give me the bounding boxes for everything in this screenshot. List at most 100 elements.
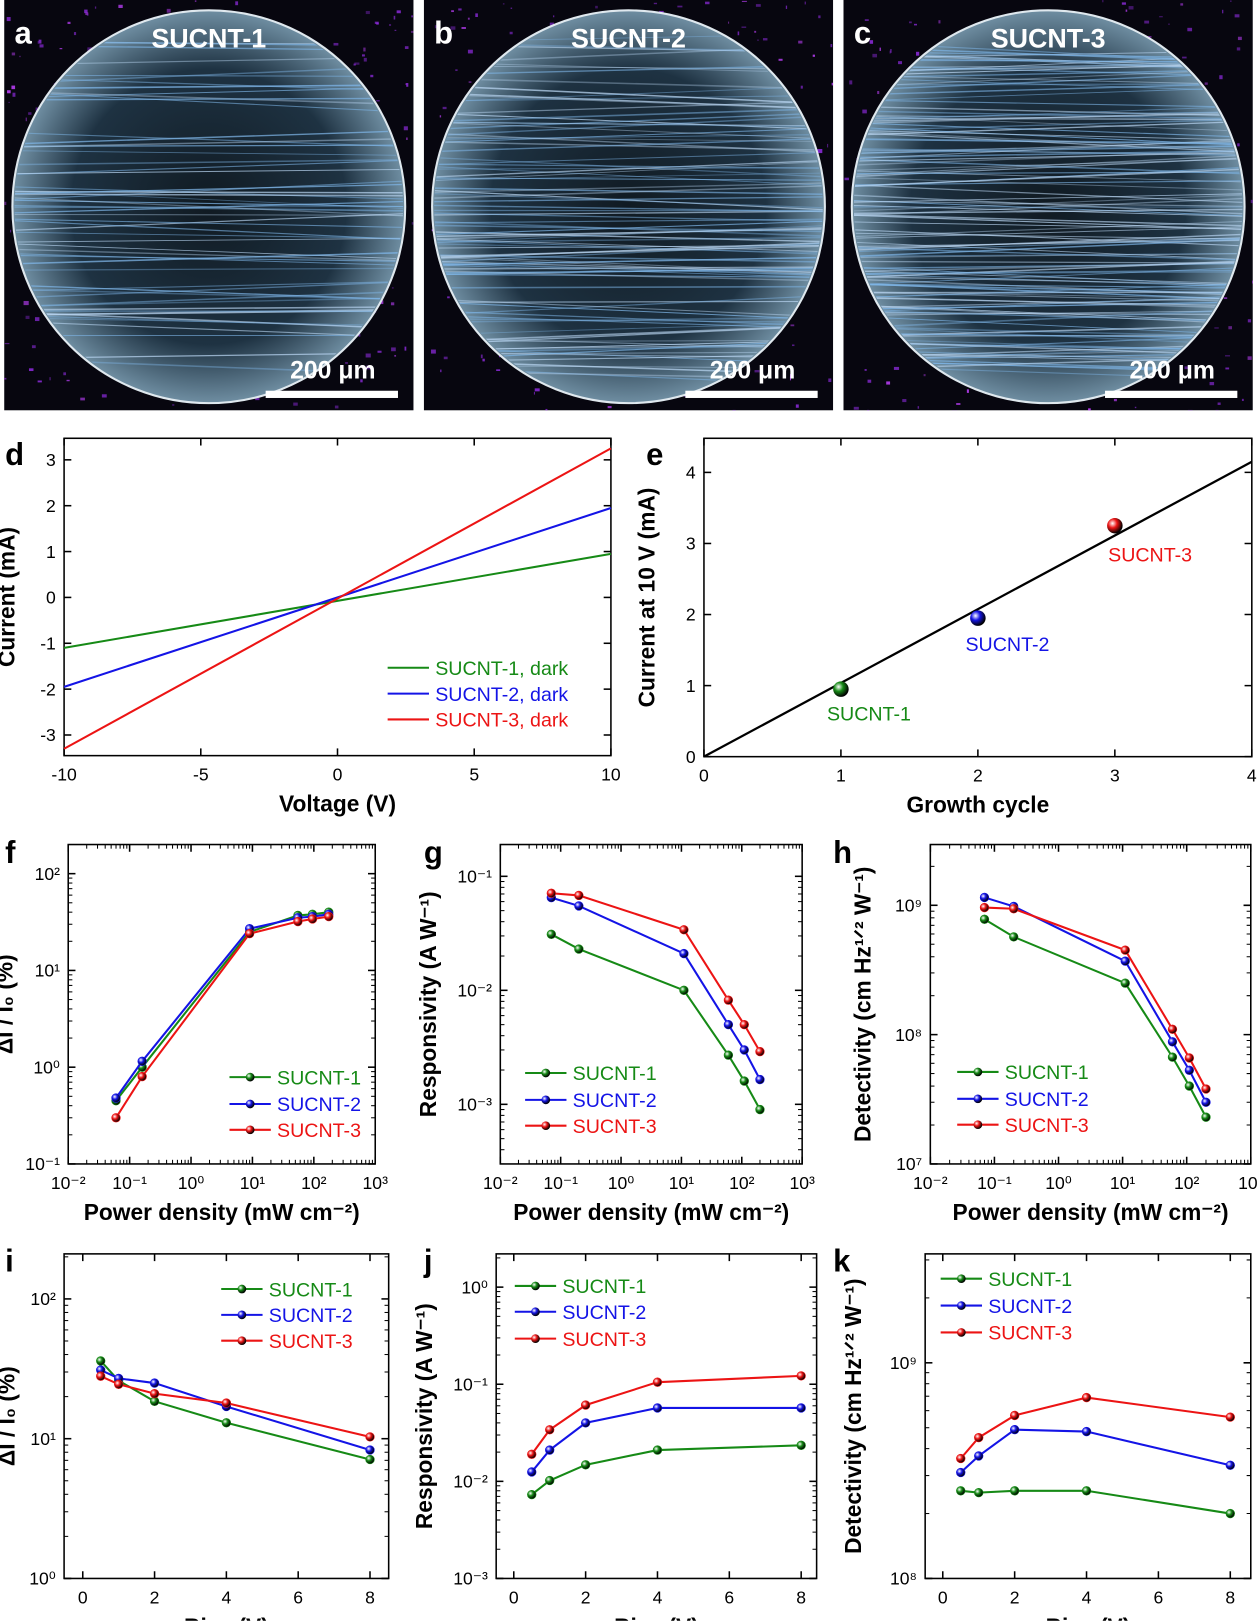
x-tick-label: 10⁰ [178, 1173, 205, 1193]
substrate-speckle [406, 137, 408, 140]
substrate-speckle [1241, 398, 1244, 402]
substrate-speckle [394, 354, 397, 357]
nanotube [434, 136, 823, 143]
substrate-speckle [406, 83, 409, 87]
nanotube [434, 224, 823, 244]
x-axis-label: Power density (mW cm⁻²) [513, 1199, 789, 1225]
panel-letter: j [423, 1243, 433, 1278]
x-tick-label: 10³ [1238, 1173, 1257, 1193]
y-tick-label: 10⁹ [890, 1353, 917, 1373]
x-tick-label: 10² [729, 1173, 755, 1193]
substrate-speckle [23, 300, 29, 306]
series-sucnt-3-marker [114, 1379, 124, 1389]
substrate-speckle [509, 31, 513, 35]
x-tick-label: 10⁻² [913, 1173, 948, 1193]
nanotube [853, 176, 1243, 191]
y-tick-label: 10⁹ [895, 895, 922, 915]
substrate-speckle [482, 358, 485, 362]
substrate-speckle [475, 13, 478, 17]
substrate-speckle [4, 342, 10, 345]
plot-frame [924, 1253, 1252, 1580]
x-tick-label: 0 [699, 765, 709, 785]
substrate-speckle [1184, 366, 1189, 370]
nanotube [853, 99, 1243, 108]
scale-bar [1105, 390, 1238, 398]
nanotube [853, 168, 1243, 188]
nanotube [434, 187, 823, 196]
nanotube [853, 308, 1243, 330]
nanotube [853, 129, 1243, 141]
substrate-speckle [1209, 382, 1215, 386]
y-axis-label: ΔI / I₀ (%) [0, 954, 17, 1054]
y-tick-label: 10⁰ [33, 1057, 60, 1077]
series-sucnt-3-marker [137, 1071, 147, 1082]
nanotube [853, 194, 1243, 212]
y-tick-label: 2 [686, 605, 696, 625]
nanotube [853, 130, 1243, 151]
substrate-speckle [25, 117, 27, 122]
substrate-speckle [59, 48, 63, 50]
nanotube [434, 156, 823, 178]
substrate-speckle [333, 42, 339, 46]
nanotube [434, 238, 823, 253]
substrate-speckle [467, 49, 473, 54]
point-label: SUCNT-2 [965, 634, 1049, 656]
legend-marker [956, 1301, 966, 1310]
substrate-speckle [804, 1, 806, 5]
nanotube [853, 114, 1243, 121]
substrate-speckle [10, 229, 12, 233]
nanotube [434, 121, 823, 127]
substrate-speckle [798, 40, 803, 44]
x-tick-label: 6 [724, 1587, 734, 1607]
scale-bar-label: 200 μm [1129, 357, 1214, 384]
substrate-speckle [25, 315, 30, 320]
substrate-speckle [396, 10, 401, 14]
series-sucnt-3-marker [796, 1371, 806, 1381]
nanotube [434, 192, 823, 209]
nanotube [434, 269, 823, 274]
x-axis-label: Bias (V) [1046, 1613, 1131, 1621]
sample-label: SUCNT-3 [991, 24, 1106, 54]
nanotube [14, 129, 404, 145]
y-tick-label: 10⁸ [895, 1025, 922, 1045]
micrograph-sucnt-3: c SUCNT-3 200 μm [843, 0, 1253, 411]
substrate-speckle [1247, 319, 1252, 323]
nanotube [434, 134, 823, 140]
substrate-speckle [443, 356, 448, 360]
series-sucnt-2-point [970, 610, 986, 626]
y-tick-label: 10⁸ [890, 1569, 917, 1589]
nanotube [434, 262, 823, 277]
y-tick-label: 10⁻¹ [453, 1374, 488, 1394]
chart-panel-h: h 10⁻² 10⁻¹ 10⁰ 10¹ 10² 10³ 10⁷ 10⁸ 10⁹ Power dens… [833, 835, 1257, 1225]
series-sucnt-2-marker [149, 1378, 160, 1388]
nanotube [853, 283, 1243, 289]
series-sucnt-3-marker [244, 928, 255, 939]
substrate-speckle [545, 408, 548, 411]
nanotube [853, 77, 1243, 92]
substrate-speckle [31, 345, 36, 349]
series-sucnt-2-line [551, 896, 761, 1081]
substrate-speckle [439, 115, 442, 118]
legend-marker [956, 1328, 966, 1337]
substrate-speckle [502, 3, 505, 5]
y-tick-label: 10⁰ [461, 1277, 488, 1297]
nanotube [14, 218, 404, 229]
nanotube [853, 253, 1243, 259]
series-sucnt-3-marker [527, 1449, 537, 1459]
substrate-speckle [461, 27, 466, 29]
substrate-speckle [366, 365, 371, 370]
substrate-speckle [1102, 0, 1104, 3]
legend-entry: SUCNT-2 [573, 1090, 657, 1112]
plot-frame [703, 437, 1253, 758]
nanotube [853, 221, 1243, 230]
nanotube [853, 86, 1243, 102]
substrate-speckle [467, 17, 470, 20]
series-sucnt-1-line [531, 1444, 802, 1496]
legend-entry: SUCNT-3 [988, 1323, 1072, 1345]
substrate-speckle [898, 61, 903, 65]
series-sucnt-2-marker [580, 1418, 591, 1428]
substrate-speckle [404, 346, 407, 351]
plot-frame [499, 843, 803, 1165]
nanotube [434, 324, 823, 343]
series-sucnt-2-line [100, 1369, 371, 1451]
